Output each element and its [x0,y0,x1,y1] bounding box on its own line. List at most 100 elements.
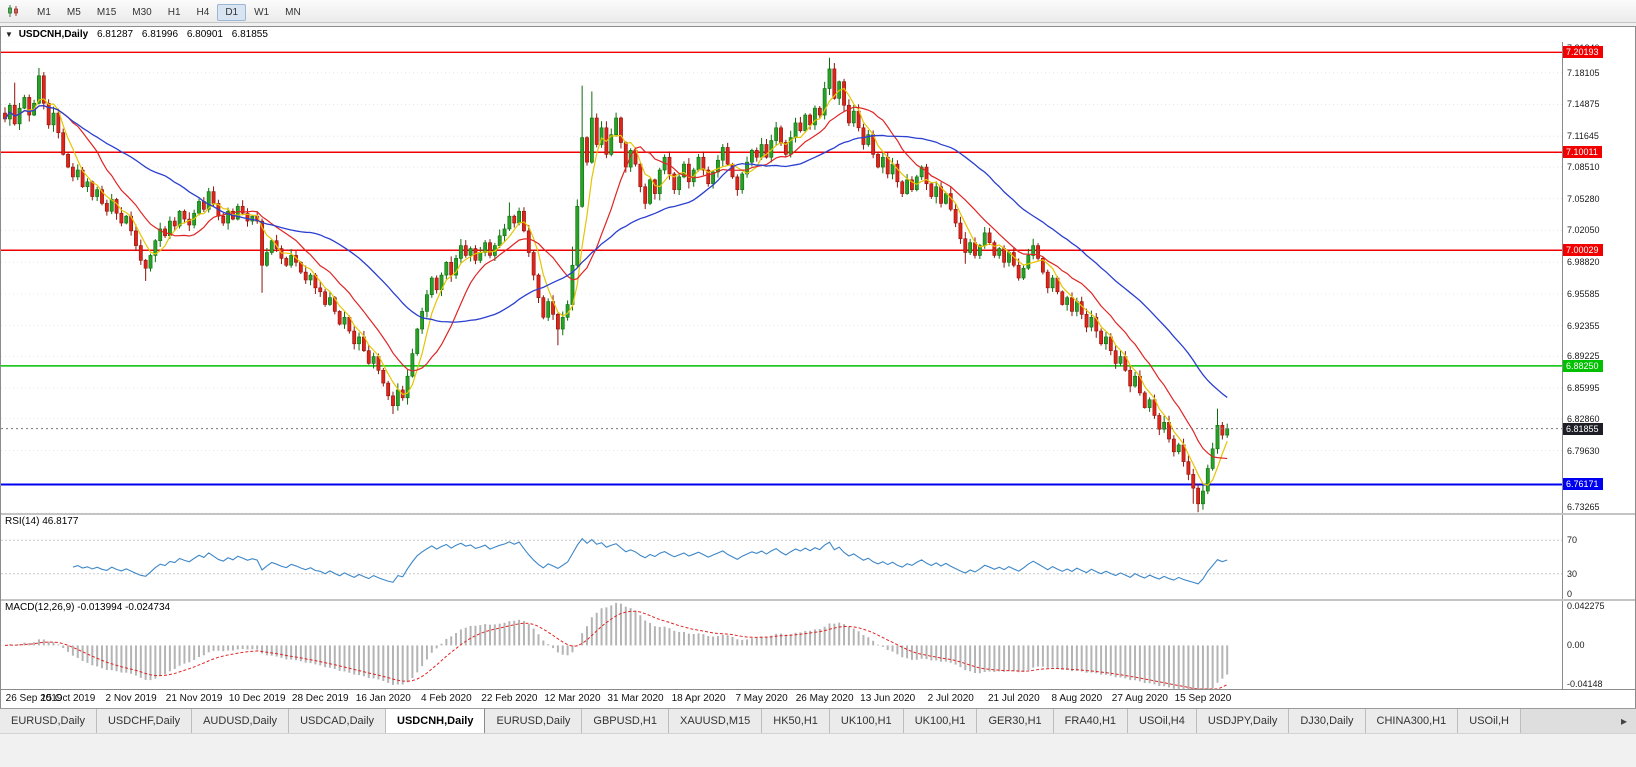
candle [240,206,245,214]
rsi-label: RSI(14) [5,516,40,527]
timeframe-button-m15[interactable]: M15 [96,7,117,18]
chart-tab[interactable]: USDCHF,Daily [96,709,193,733]
candle [861,127,866,145]
chart-tab[interactable]: USOil,H [1458,709,1521,733]
candle [895,163,900,183]
candle [124,215,129,224]
candle [677,176,682,190]
candle [575,206,580,266]
candle [774,127,779,141]
macd-axis[interactable]: 0.042275 0.00 -0.04148 [1562,601,1635,689]
candle [880,156,885,168]
timeframe-button-m1[interactable]: M1 [37,7,51,18]
rsi-header: RSI(14) 46.8177 [5,516,78,527]
rsi-panel[interactable]: RSI(14) 46.8177 70 30 0 [1,515,1635,599]
candle [449,262,454,276]
candle [798,122,803,132]
candle [512,215,517,224]
candle [85,181,90,188]
chart-tab[interactable]: UK100,H1 [829,709,904,733]
rsi-tick-label: 70 [1567,535,1578,546]
price-tick-label: 7.08510 [1567,161,1600,172]
candle [827,68,832,89]
candle [17,107,22,125]
chart-tab[interactable]: USDCAD,Daily [289,709,387,733]
price-level-badge: 7.10011 [1563,146,1602,159]
candle [90,181,95,197]
macd-plot[interactable] [1,601,1562,689]
candle [725,147,730,165]
candle [444,262,449,276]
price-tick-label: 7.11645 [1567,131,1599,142]
rsi-axis[interactable]: 70 30 0 [1562,515,1635,599]
candle [1176,444,1181,453]
candle [832,68,837,99]
candle [235,206,240,220]
macd-main-value: -0.013994 [77,602,123,613]
candlestick-plot[interactable] [1,42,1562,513]
candle [114,199,119,214]
timeframe-button-mn[interactable]: MN [285,7,301,18]
chart-tab[interactable]: XAUUSD,M15 [668,709,763,733]
candle [478,252,483,261]
candle [27,97,32,116]
ma-slow-line [4,105,1228,398]
chart-tab[interactable]: CHINA300,H1 [1365,709,1459,733]
candle [585,137,589,163]
candle [153,240,158,256]
chart-tab[interactable]: GER30,H1 [977,709,1054,733]
timeframe-button-m5[interactable]: M5 [66,7,81,18]
time-axis[interactable]: 26 Sep 2019 15 Oct 2019 2 Nov 2019 21 Nov 2… [1,689,1635,708]
candle [148,255,153,269]
candle [977,245,982,256]
candle [381,370,386,384]
chart-tab[interactable]: HK50,H1 [762,709,830,733]
candlestick-chart-icon[interactable] [5,3,21,19]
candle [1147,399,1152,408]
candle [890,163,895,175]
candle [1196,487,1201,505]
rsi-plot[interactable] [1,515,1562,599]
candle [260,220,264,266]
chart-tab[interactable]: USDJPY,Daily [1196,709,1290,733]
chart-tab[interactable]: GBPUSD,H1 [582,709,669,733]
chart-symbol: USDCNH,Daily [18,29,89,40]
chart-tab[interactable]: EURUSD,Daily [485,709,583,733]
candle [342,316,347,325]
candle [56,112,61,134]
date-label: 22 Feb 2020 [481,693,538,704]
chart-tab[interactable]: USDCNH,Daily [386,709,486,733]
candle [682,163,686,178]
candle [468,248,473,256]
chart-tab[interactable]: EURUSD,Daily [0,709,97,733]
chart-tab[interactable]: FRA40,H1 [1053,709,1129,733]
candle [289,255,294,266]
chart-tab[interactable]: AUDUSD,Daily [192,709,290,733]
candle [41,75,46,104]
tab-scroll-right-icon[interactable]: ▸ [1620,714,1627,728]
candle [686,163,691,183]
timeframe-button-h1[interactable]: H1 [167,7,181,18]
candle [1205,468,1210,492]
macd-panel[interactable]: MACD(12,26,9) -0.013994 -0.024734 0.0422… [1,601,1635,689]
candle [982,232,987,246]
candle [104,203,109,212]
ma-fast-line [4,87,1228,486]
chart-tab[interactable]: UK100,H1 [903,709,978,733]
timeframe-button-d1[interactable]: D1 [217,4,247,21]
date-label: 15 Sep 2020 [1174,693,1232,704]
quick-trade-arrow-icon[interactable]: ▼ [5,30,13,39]
candle [71,166,75,178]
panel-splitter[interactable] [1,513,1635,515]
chart-tab[interactable]: DJ30,Daily [1289,709,1366,733]
price-axis[interactable]: 7.212407.181057.148757.116457.085107.052… [1562,42,1635,513]
timeframe-button-w1[interactable]: W1 [254,7,270,18]
timeframe-button-m30[interactable]: M30 [132,7,152,18]
timeframe-button-h4[interactable]: H4 [196,7,210,18]
price-chart-panel[interactable]: 7.212407.181057.148757.116457.085107.052… [1,42,1635,513]
panel-splitter[interactable] [1,599,1635,601]
chart-tab[interactable]: USOil,H4 [1128,709,1197,733]
candle [182,210,187,220]
candle [648,179,652,204]
candle [119,212,124,224]
